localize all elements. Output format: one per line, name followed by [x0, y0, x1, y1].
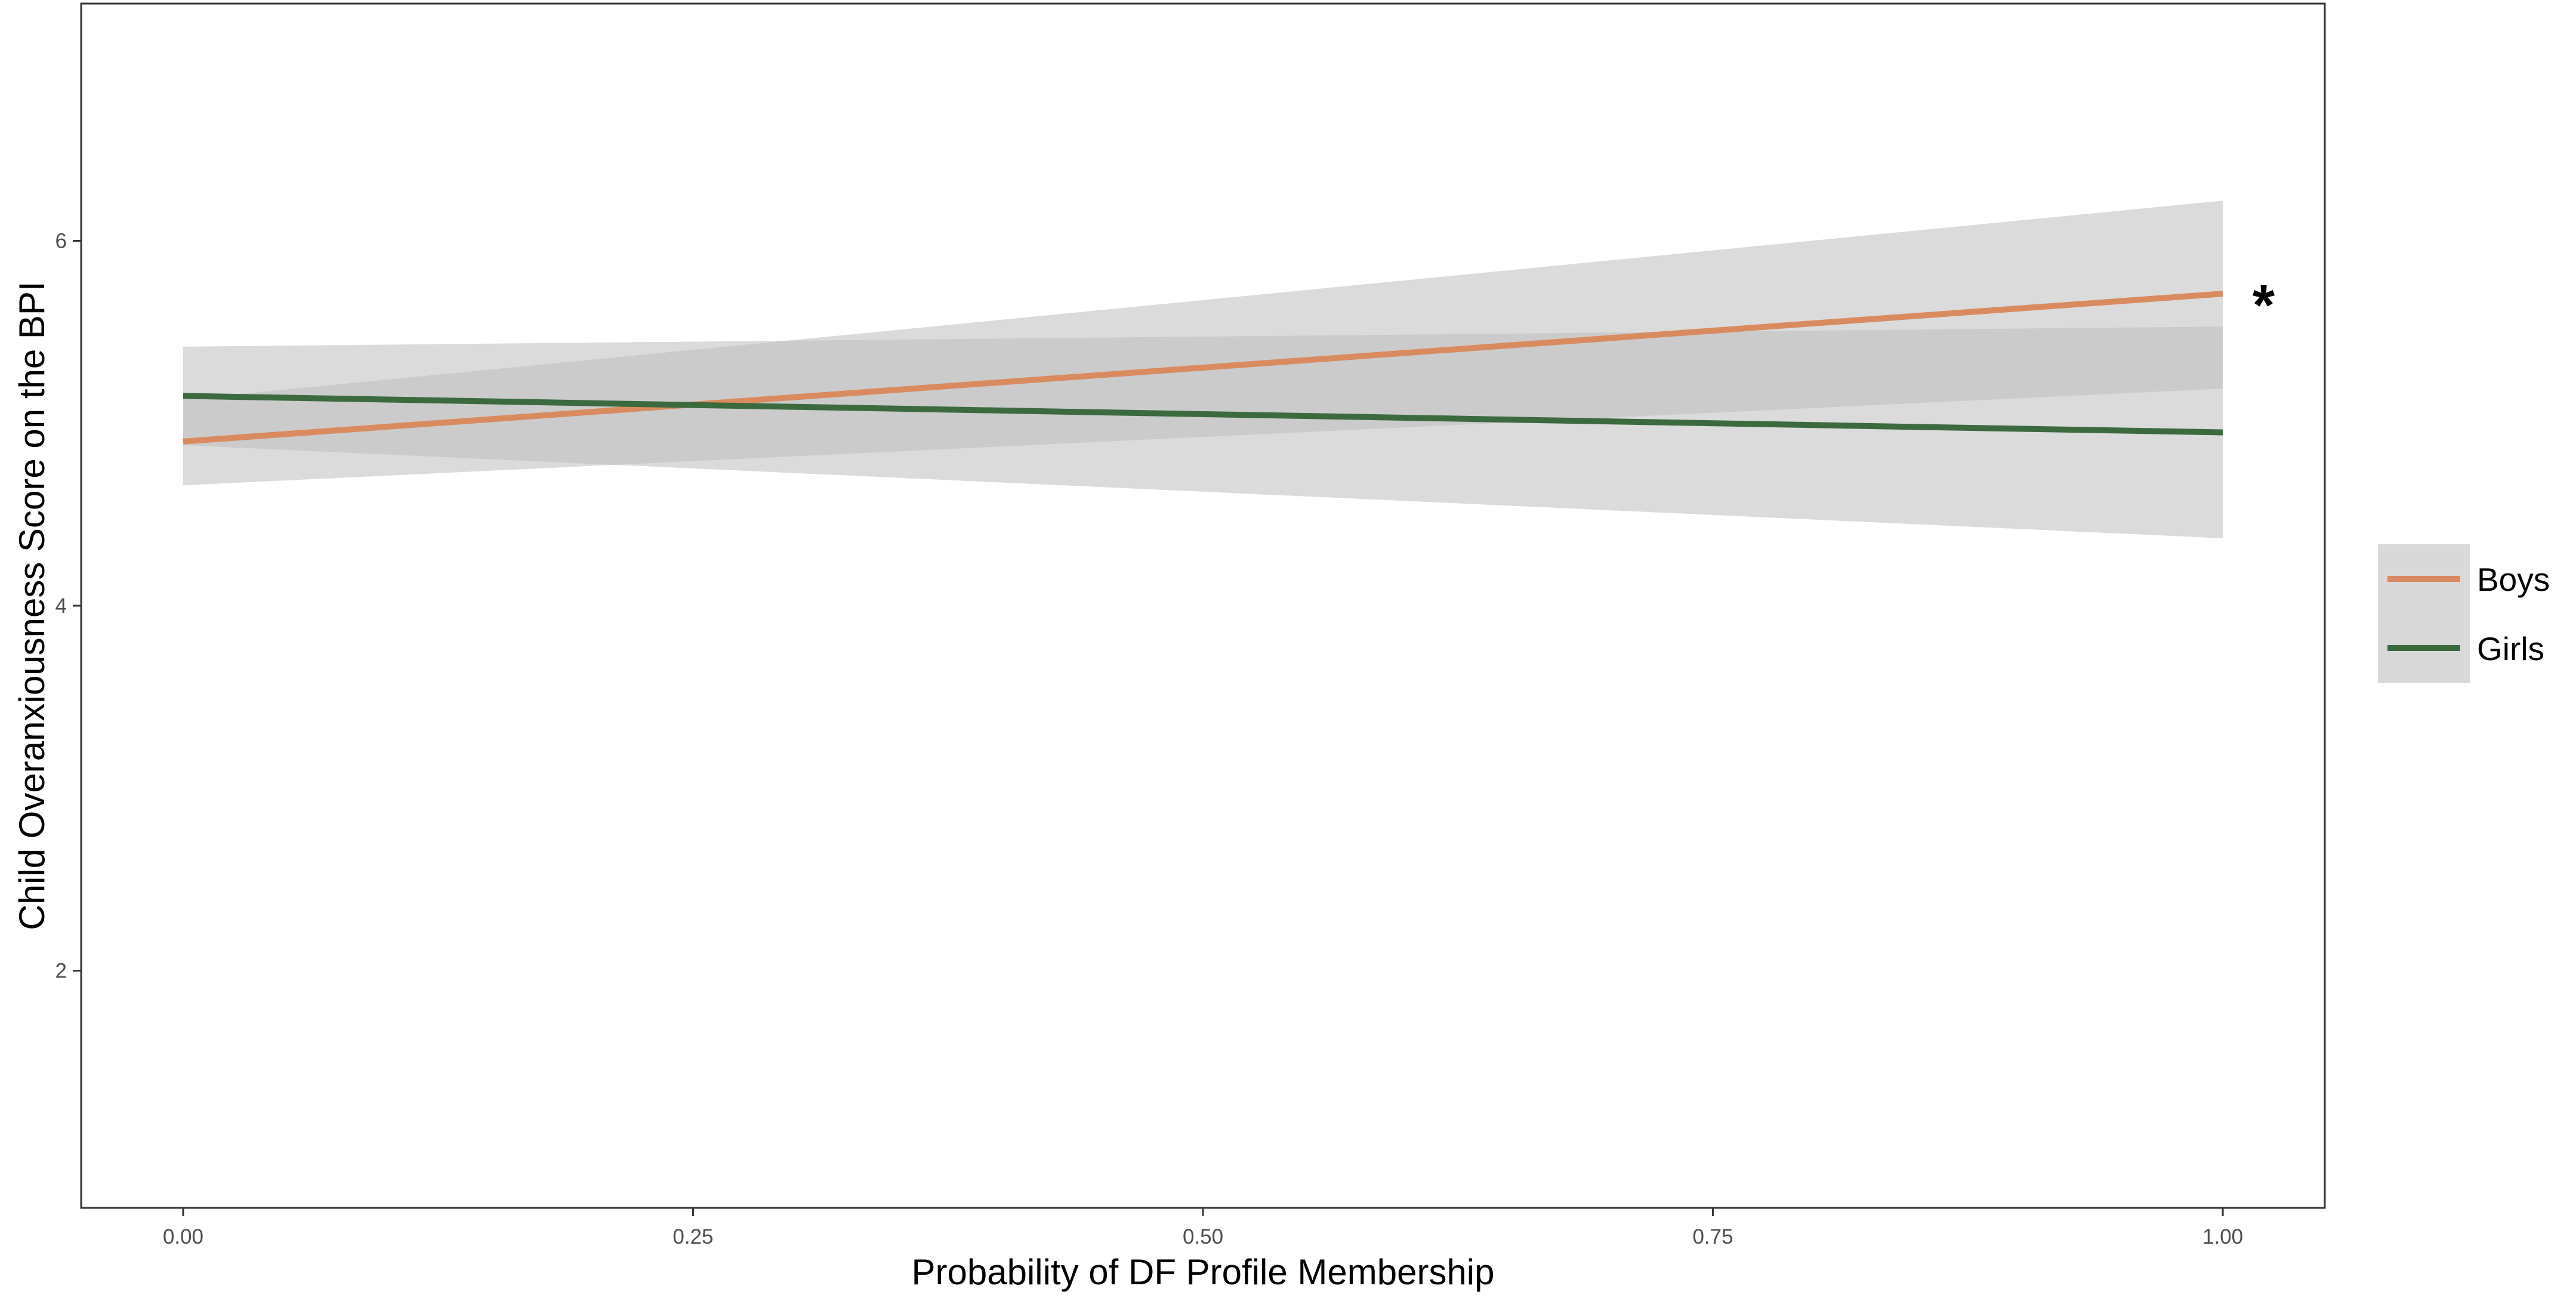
y-tick-label: 6 [55, 229, 67, 252]
plot-panel-border [80, 2, 2326, 1209]
x-tick-label: 1.00 [2202, 1225, 2243, 1248]
x-axis-ticks: 0.00 0.25 0.50 0.75 1.00 [163, 1208, 2243, 1248]
x-axis-title: Probability of DF Profile Membership [911, 1252, 1494, 1292]
x-tick-label: 0.25 [672, 1225, 713, 1248]
series-line-girls [183, 393, 2223, 436]
y-axis-title: Child Overanxiousness Score on the BPI [12, 281, 52, 930]
y-tick-label: 2 [55, 960, 67, 983]
legend: Boys Girls [2378, 544, 2550, 683]
y-tick-label: 4 [55, 594, 67, 618]
legend-label-boys: Boys [2477, 561, 2550, 598]
significance-asterisk: * [2253, 273, 2275, 337]
x-tick-label: 0.75 [1692, 1225, 1733, 1248]
series-line-boys [183, 291, 2223, 445]
ci-ribbon-girls [183, 326, 2223, 538]
y-axis-ticks: 2 4 6 [55, 229, 81, 983]
series-lines [183, 291, 2223, 445]
annotations: * [2253, 273, 2275, 337]
legend-label-girls: Girls [2477, 630, 2544, 667]
x-tick-label: 0.50 [1183, 1225, 1223, 1248]
confidence-ribbons [183, 201, 2223, 538]
x-tick-label: 0.00 [163, 1225, 203, 1248]
